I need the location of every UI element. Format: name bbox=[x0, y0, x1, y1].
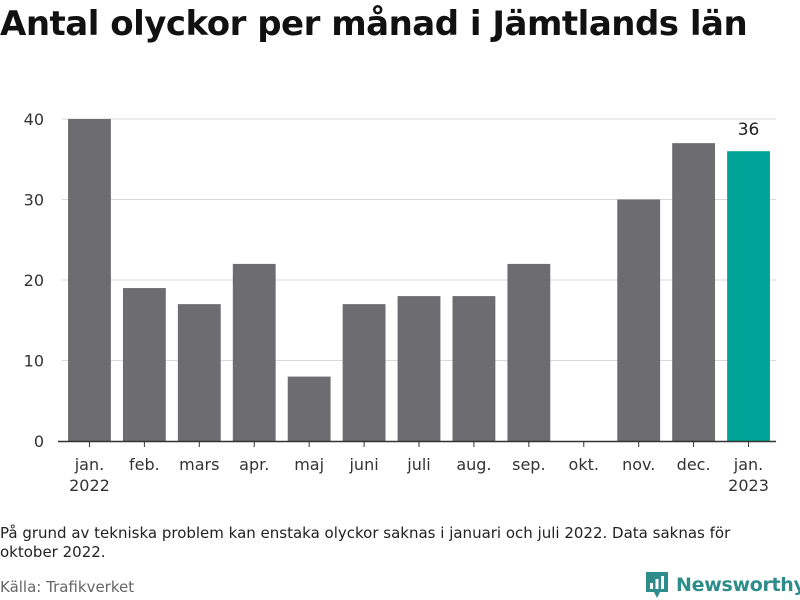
x-tick-label: juni bbox=[348, 455, 378, 474]
y-tick-label: 30 bbox=[24, 191, 44, 210]
footnote: På grund av tekniska problem kan enstaka… bbox=[0, 524, 731, 561]
x-tick-label: 2023 bbox=[728, 476, 769, 495]
bar bbox=[617, 199, 661, 441]
x-tick-label: apr. bbox=[239, 455, 269, 474]
bar bbox=[177, 304, 221, 441]
data-label: 36 bbox=[738, 120, 760, 140]
x-tick-label: nov. bbox=[622, 455, 655, 474]
chart-title: Antal olyckor per månad i Jämtlands län bbox=[0, 4, 748, 44]
x-tick-label: dec. bbox=[677, 455, 711, 474]
x-tick-label: juli bbox=[406, 455, 430, 474]
bar bbox=[342, 304, 386, 441]
y-tick-label: 0 bbox=[34, 432, 44, 451]
y-tick-label: 10 bbox=[24, 352, 44, 371]
y-tick-label: 20 bbox=[24, 271, 44, 290]
x-tick-label: jan. bbox=[74, 455, 104, 474]
bar bbox=[672, 143, 716, 441]
bar bbox=[727, 151, 770, 441]
x-tick-label: jan. bbox=[733, 455, 763, 474]
x-tick-label: maj bbox=[294, 455, 324, 474]
source-text: Källa: Trafikverket bbox=[0, 578, 135, 596]
x-tick-label: 2022 bbox=[69, 476, 110, 495]
x-tick-label: aug. bbox=[456, 455, 491, 474]
bar bbox=[397, 296, 441, 441]
bar bbox=[452, 296, 496, 441]
newsworthy-logo: Newsworthy bbox=[644, 570, 800, 600]
y-tick-label: 40 bbox=[24, 110, 44, 129]
bar bbox=[68, 119, 111, 441]
logo-text: Newsworthy bbox=[676, 574, 800, 596]
bar-chart: 0 10 20 30 40 jan. 2022 feb. mars apr. maj juni juli… bbox=[24, 110, 776, 495]
bar bbox=[122, 288, 166, 441]
x-tick-label: feb. bbox=[129, 455, 160, 474]
x-tick-label: mars bbox=[179, 455, 219, 474]
bar bbox=[507, 263, 551, 441]
bar bbox=[232, 263, 276, 441]
x-tick-label: sep. bbox=[512, 455, 545, 474]
x-tick-label: okt. bbox=[569, 455, 599, 474]
bar bbox=[287, 376, 331, 441]
newsworthy-logo-icon bbox=[646, 572, 668, 598]
